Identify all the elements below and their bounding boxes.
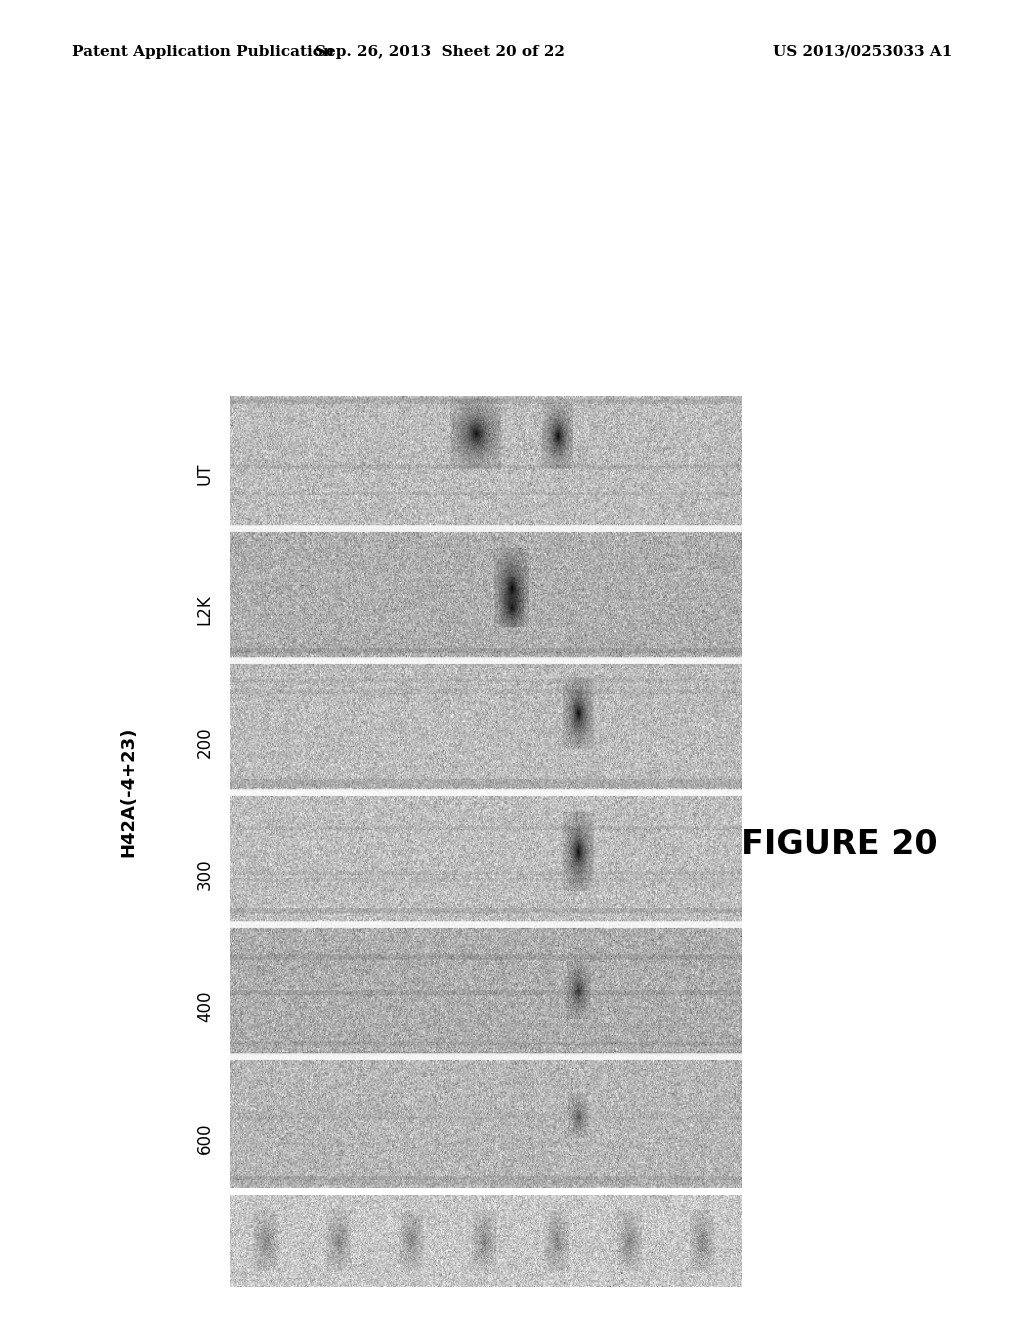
Text: US 2013/0253033 A1: US 2013/0253033 A1 (773, 45, 952, 59)
Text: Patent Application Publication: Patent Application Publication (72, 45, 334, 59)
Text: 400: 400 (196, 990, 214, 1022)
Text: FIGURE 20: FIGURE 20 (741, 829, 938, 862)
Text: UT: UT (196, 462, 214, 484)
Text: L2K: L2K (196, 594, 214, 624)
Text: 200: 200 (196, 726, 214, 758)
Text: Sep. 26, 2013  Sheet 20 of 22: Sep. 26, 2013 Sheet 20 of 22 (315, 45, 565, 59)
Text: H42A(-4+23): H42A(-4+23) (119, 727, 137, 857)
Text: 600: 600 (196, 1122, 214, 1154)
Text: 300: 300 (196, 858, 214, 890)
